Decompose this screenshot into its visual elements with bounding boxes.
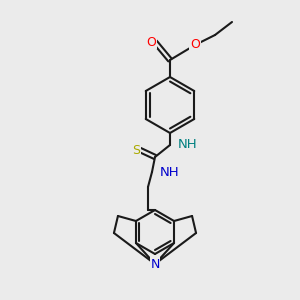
Text: N: N [150,257,160,271]
Text: NH: NH [160,166,180,178]
Text: O: O [190,38,200,52]
Text: NH: NH [178,139,198,152]
Text: O: O [146,35,156,49]
Text: S: S [132,143,140,157]
